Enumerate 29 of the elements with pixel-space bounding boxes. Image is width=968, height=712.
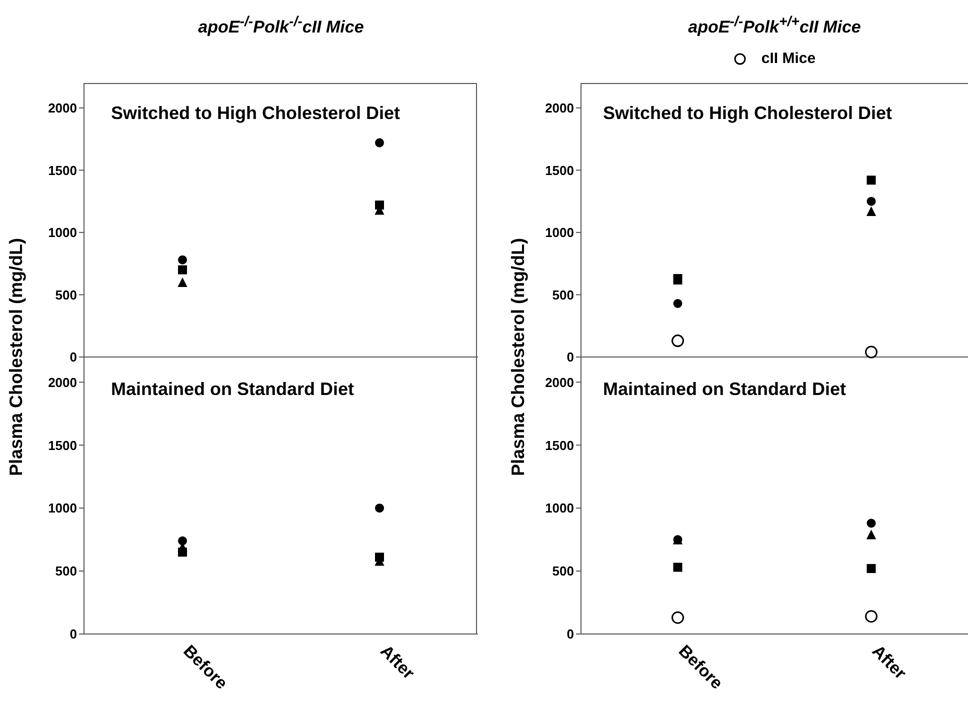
y-axis-title: Plasma Cholesterol (mg/dL) (508, 236, 529, 478)
y-tick-label: 500 (55, 564, 77, 579)
y-tick-label: 1000 (545, 500, 574, 516)
y-tick-label: 1500 (48, 438, 77, 453)
annotation: Maintained on Standard Diet (111, 379, 354, 400)
y-tick-label: 0 (566, 350, 574, 365)
y-tick-label: 0 (70, 626, 77, 642)
legend-label: cII Mice (761, 50, 816, 67)
y-tick-label: 2000 (545, 374, 574, 390)
y-tick-label: 1000 (48, 225, 77, 240)
y-tick-label: 500 (552, 564, 574, 579)
y-tick-label: 1500 (545, 438, 574, 453)
y-tick-label: 500 (55, 287, 77, 302)
y-tick-label: 2000 (545, 100, 574, 116)
y-tick-label: 1000 (48, 500, 77, 516)
y-tick-label: 500 (552, 287, 574, 302)
y-tick-label: 1500 (545, 162, 574, 178)
chart-title: apoE$^{-/-}$Polk$^{-/-}$cII Mice (197, 14, 365, 38)
annotation: Switched to High Cholesterol Diet (111, 103, 400, 124)
annotation: Switched to High Cholesterol Diet (603, 103, 892, 124)
chart-title: apoE$^{-/-}$Polk$^{+/+}$cII Mice (687, 14, 862, 38)
y-tick-label: 2000 (48, 374, 77, 390)
annotation: Maintained on Standard Diet (603, 379, 846, 400)
y-tick-label: 1000 (545, 225, 574, 240)
y-tick-label: 1500 (48, 162, 77, 178)
y-tick-label: 0 (70, 350, 77, 365)
y-axis-title: Plasma Cholesterol (mg/dL) (6, 236, 27, 478)
y-tick-label: 2000 (48, 100, 77, 116)
y-tick-label: 0 (566, 626, 574, 642)
